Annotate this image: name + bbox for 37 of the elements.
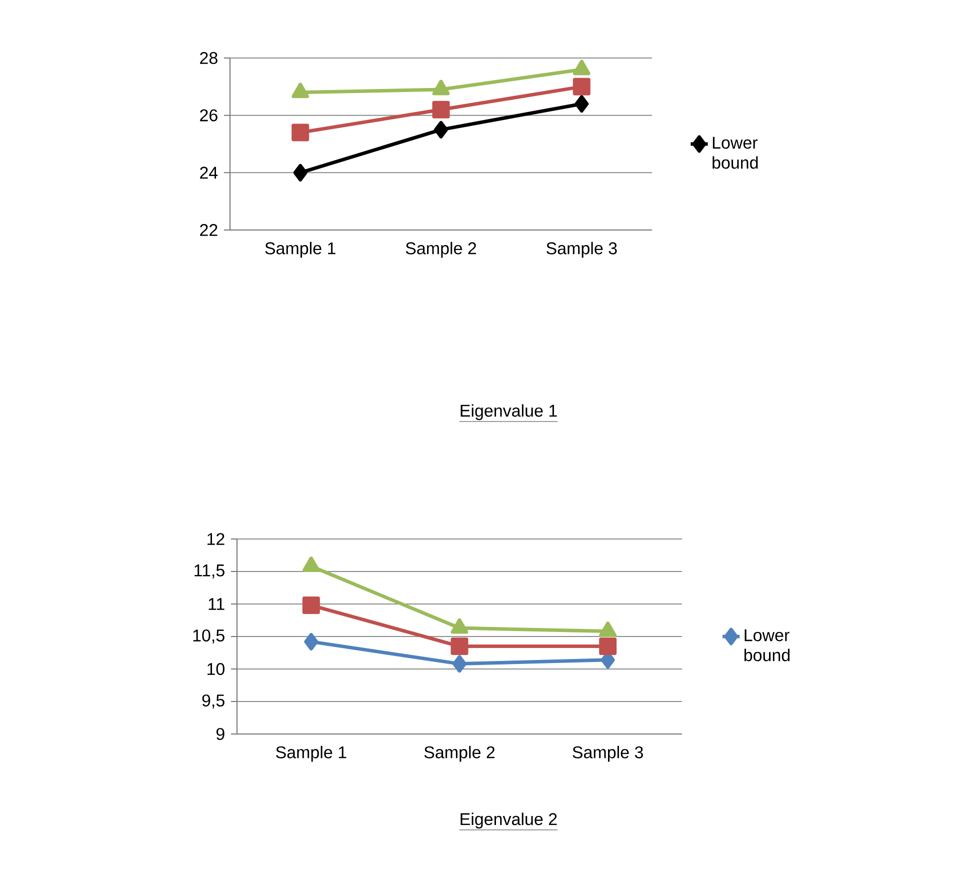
- y-tick-label: 11: [208, 598, 224, 610]
- y-tick-label: 11,5: [194, 564, 224, 578]
- y-tick-label: 10,5: [193, 629, 224, 644]
- y-tick-label: 12: [208, 533, 224, 545]
- point: [599, 622, 617, 638]
- point: [434, 120, 448, 138]
- y-tick-label: 9,5: [202, 694, 224, 709]
- point: [302, 556, 320, 572]
- x-tick-label: Sample 2: [406, 242, 476, 258]
- y-tick-label: 22: [200, 224, 218, 236]
- text: Eigenvalue 2: [460, 812, 557, 829]
- point: [293, 164, 308, 182]
- y-tick-label: 26: [200, 109, 218, 122]
- point: [292, 82, 310, 98]
- y-tick-label: 9: [216, 728, 224, 740]
- point: [452, 655, 466, 673]
- y-tick-label: 10: [208, 662, 224, 676]
- point: [302, 596, 320, 614]
- x-tick-label: Sample 1: [265, 242, 336, 258]
- text: Eigenvalue 1: [460, 404, 557, 420]
- y-tick-label: 24: [200, 166, 218, 179]
- point: [572, 78, 590, 96]
- point: [292, 124, 310, 142]
- point: [432, 100, 450, 118]
- point: [450, 638, 468, 655]
- point: [574, 95, 589, 113]
- legend-label: Lower bound: [744, 629, 790, 662]
- legend-label: Lower bound: [712, 136, 758, 169]
- point: [572, 60, 590, 76]
- point: [304, 632, 318, 650]
- x-tick-label: Sample 3: [572, 746, 643, 762]
- y-tick-label: 28: [200, 52, 218, 64]
- x-tick-label: Sample 1: [276, 746, 346, 762]
- point: [599, 638, 617, 655]
- point: [432, 80, 450, 96]
- x-tick-label: Sample 2: [424, 746, 495, 762]
- x-tick-label: Sample 3: [546, 242, 617, 258]
